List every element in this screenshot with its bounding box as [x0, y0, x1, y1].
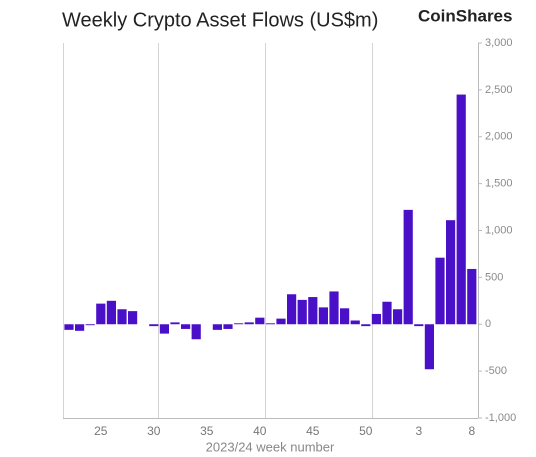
- y-tick-label: 1,000: [485, 224, 513, 236]
- bar: [361, 324, 371, 327]
- bar: [318, 307, 328, 325]
- bar: [117, 309, 127, 325]
- bar: [96, 303, 106, 325]
- bar: [403, 209, 413, 325]
- bar: [212, 324, 222, 330]
- x-axis-label: 2023/24 week number: [206, 439, 335, 454]
- y-tick-label: 2,500: [485, 84, 513, 96]
- bar: [424, 324, 434, 370]
- x-tick-label: 3: [415, 424, 422, 438]
- bar: [308, 297, 318, 325]
- x-tick-label: 45: [306, 424, 320, 438]
- y-tick-label: 3,000: [485, 37, 513, 49]
- bar: [371, 313, 381, 325]
- bar: [244, 322, 254, 325]
- y-tick-label: 500: [485, 271, 503, 283]
- bar: [255, 317, 265, 325]
- bar: [456, 94, 466, 325]
- bar: [106, 300, 116, 325]
- bar: [350, 320, 360, 325]
- y-tick-label: 0: [485, 318, 491, 330]
- bar: [414, 324, 424, 327]
- x-tick-label: 50: [359, 424, 373, 438]
- bar: [340, 308, 350, 325]
- bar: [149, 324, 159, 327]
- bar: [467, 268, 477, 325]
- bar: [181, 324, 191, 329]
- x-tick-label: 30: [147, 424, 161, 438]
- x-tick-label: 8: [468, 424, 475, 438]
- bar: [393, 309, 403, 325]
- bar: [170, 322, 180, 325]
- chart-title: Weekly Crypto Asset Flows (US$m): [62, 9, 378, 31]
- bar: [75, 324, 85, 331]
- bar: [159, 324, 169, 334]
- y-tick-label: -1,000: [485, 412, 516, 424]
- brand-logo: CoinShares: [418, 6, 512, 25]
- y-tick-label: 2,000: [485, 131, 513, 143]
- bar: [329, 291, 339, 325]
- bar: [234, 323, 244, 325]
- x-tick-label: 25: [94, 424, 108, 438]
- grid: [63, 43, 373, 418]
- bar: [287, 294, 297, 325]
- bar: [276, 318, 286, 325]
- x-tick-label: 40: [253, 424, 267, 438]
- x-tick-label: 35: [200, 424, 214, 438]
- bar: [191, 324, 201, 340]
- y-tick-label: -500: [485, 365, 507, 377]
- bar: [446, 220, 456, 325]
- bar: [223, 324, 233, 329]
- bar: [265, 323, 275, 325]
- bar: [435, 257, 445, 325]
- y-tick-label: 1,500: [485, 178, 513, 190]
- bar: [297, 299, 307, 325]
- bar: [128, 311, 138, 325]
- bar: [85, 324, 95, 326]
- bar: [64, 324, 74, 330]
- bar: [382, 301, 392, 325]
